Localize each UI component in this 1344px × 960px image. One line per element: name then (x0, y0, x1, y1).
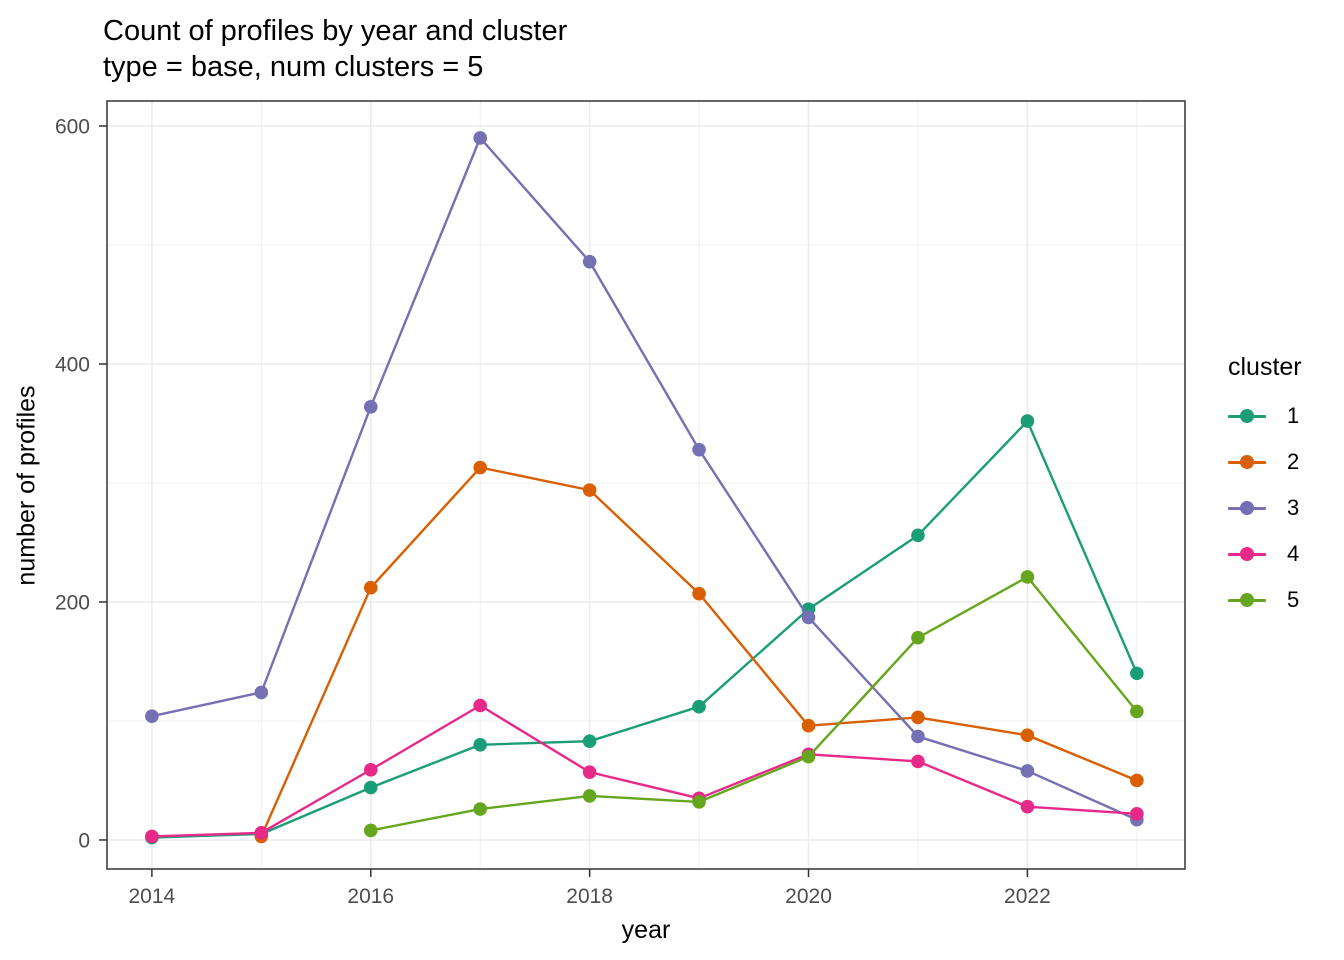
data-point-cluster-1 (582, 734, 597, 748)
series-line-3 (150, 136, 1139, 821)
y-tick-label: 600 (55, 115, 90, 138)
data-point-cluster-1 (473, 737, 487, 752)
data-point-cluster-1 (363, 780, 378, 795)
data-point-cluster-2 (801, 718, 816, 733)
chart-title: Count of profiles by year and cluster (103, 15, 568, 47)
data-point-cluster-3 (363, 400, 378, 414)
legend: cluster 1 2 3 4 5 (1228, 352, 1302, 623)
legend-title: cluster (1228, 353, 1302, 381)
data-point-cluster-4 (1020, 799, 1035, 814)
panel-border (106, 100, 1186, 870)
panel-background (107, 101, 1185, 869)
chart-title-block: Count of profiles by year and cluster ty… (103, 13, 567, 85)
legend-item-2: 2 (1228, 439, 1302, 485)
legend-label: 3 (1287, 495, 1300, 520)
data-point-cluster-1 (1130, 666, 1144, 681)
x-axis-title: year (621, 916, 671, 944)
legend-key-icon (1228, 590, 1266, 610)
data-point-cluster-2 (911, 710, 925, 725)
legend-item-3: 3 (1228, 485, 1302, 531)
data-point-cluster-2 (1130, 773, 1144, 788)
data-point-cluster-1 (911, 528, 925, 543)
chart-subtitle: type = base, num clusters = 5 (103, 51, 484, 83)
data-point-cluster-3 (692, 442, 706, 457)
data-point-cluster-5 (582, 789, 597, 803)
y-tick-label: 0 (78, 829, 90, 852)
data-point-cluster-4 (254, 826, 269, 840)
x-tick-label: 2018 (566, 885, 613, 908)
data-point-cluster-4 (1130, 806, 1144, 821)
data-point-cluster-4 (363, 762, 378, 777)
data-point-cluster-5 (801, 749, 816, 764)
legend-key-icon (1228, 498, 1266, 518)
legend-label: 4 (1287, 541, 1300, 566)
data-point-cluster-2 (363, 580, 378, 595)
legend-item-4: 4 (1228, 531, 1302, 577)
series-line-5 (369, 575, 1139, 832)
legend-label: 1 (1287, 403, 1300, 428)
data-point-cluster-4 (582, 765, 597, 779)
legend-items: 1 2 3 4 5 (1228, 393, 1302, 623)
data-point-cluster-5 (363, 823, 378, 838)
data-point-cluster-2 (1020, 728, 1035, 743)
legend-key-icon (1228, 544, 1266, 564)
x-tick-label: 2014 (129, 885, 176, 908)
data-point-cluster-3 (473, 131, 487, 145)
data-point-cluster-1 (1020, 414, 1035, 428)
legend-label: 5 (1287, 587, 1300, 612)
x-tick-label: 2022 (1004, 885, 1051, 908)
data-point-cluster-5 (1130, 704, 1144, 719)
data-point-cluster-3 (145, 709, 159, 724)
x-tick-label: 2016 (347, 885, 394, 908)
series-line-1 (150, 419, 1139, 839)
data-point-cluster-3 (582, 254, 597, 269)
data-point-cluster-2 (473, 460, 487, 475)
data-point-cluster-3 (254, 685, 269, 700)
y-tick-label: 400 (55, 353, 90, 376)
legend-key-icon (1228, 406, 1266, 426)
data-point-cluster-5 (911, 630, 925, 645)
data-point-cluster-4 (145, 829, 159, 844)
data-point-cluster-4 (473, 698, 487, 713)
data-point-cluster-2 (582, 483, 597, 497)
data-point-cluster-5 (473, 802, 487, 816)
y-tick-label: 200 (55, 591, 90, 614)
data-point-cluster-3 (1020, 764, 1035, 778)
x-tick-label: 2020 (785, 885, 832, 908)
data-point-cluster-5 (692, 795, 706, 809)
y-axis-title: number of profiles (12, 385, 41, 586)
legend-key-icon (1228, 452, 1266, 472)
legend-item-5: 5 (1228, 577, 1302, 623)
data-point-cluster-1 (692, 699, 706, 714)
legend-label: 2 (1287, 449, 1300, 474)
data-point-cluster-3 (911, 729, 925, 744)
data-point-cluster-2 (692, 586, 706, 601)
data-point-cluster-5 (1020, 570, 1035, 584)
series-line-4 (150, 704, 1139, 838)
data-point-cluster-3 (801, 610, 816, 625)
data-point-cluster-4 (911, 754, 925, 769)
legend-item-1: 1 (1228, 393, 1302, 439)
